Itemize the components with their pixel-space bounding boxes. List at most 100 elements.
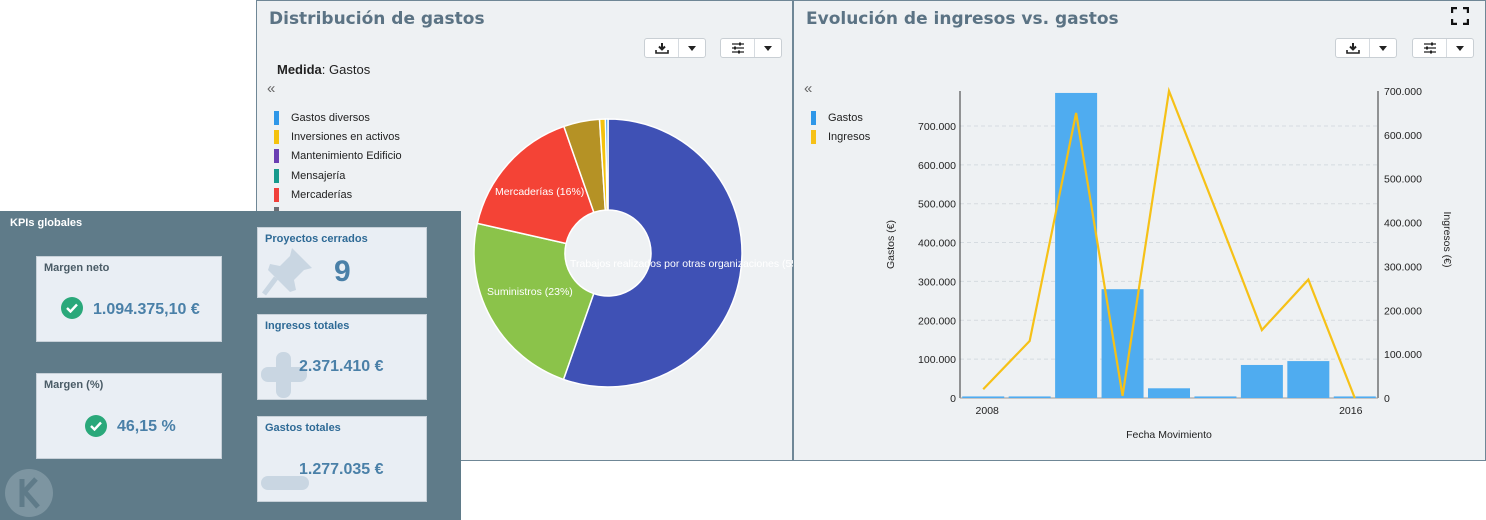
pie-slice-label: Suministros (23%) bbox=[487, 286, 573, 298]
measure-indicator: Medida: Gastos bbox=[277, 62, 370, 77]
line-ingresos[interactable] bbox=[982, 86, 1356, 399]
legend-label: Mantenimiento Edificio bbox=[291, 150, 402, 163]
pie-legend-item[interactable]: Mantenimiento Edificio bbox=[274, 147, 402, 166]
margen-pct-label: Margen (%) bbox=[44, 379, 104, 391]
ingresos-label: Ingresos totales bbox=[265, 320, 350, 332]
gastos-card: Gastos totales 1.277.035 € bbox=[257, 416, 427, 502]
legend-swatch bbox=[274, 129, 279, 144]
combo-legend-item[interactable]: Gastos bbox=[811, 108, 870, 127]
combo-settings-dropdown-icon[interactable] bbox=[1447, 39, 1473, 57]
bar-gastos[interactable] bbox=[1055, 92, 1098, 398]
pie-labels: Trabajos realizados por otras organizaci… bbox=[487, 186, 794, 298]
y-axis-title: Gastos (€) bbox=[885, 220, 897, 269]
fullscreen-icon[interactable] bbox=[1451, 7, 1469, 25]
pie-slice[interactable] bbox=[562, 118, 743, 388]
legend-label: Inversiones en activos bbox=[291, 130, 400, 143]
bar-gastos[interactable] bbox=[1287, 361, 1330, 398]
y2-axis-title: Ingresos (€) bbox=[1441, 211, 1453, 267]
y2-tick-label: 100.000 bbox=[1384, 349, 1422, 361]
measure-value: : Gastos bbox=[321, 62, 371, 77]
combo-settings-button[interactable] bbox=[1412, 38, 1474, 58]
pin-icon bbox=[262, 248, 312, 296]
download-icon bbox=[645, 39, 679, 57]
margen-neto-label: Margen neto bbox=[44, 262, 110, 274]
y2-tick-label: 500.000 bbox=[1384, 174, 1422, 186]
settings-dropdown-icon[interactable] bbox=[755, 39, 781, 57]
legend-swatch bbox=[274, 168, 279, 183]
proyectos-value: 9 bbox=[334, 255, 351, 288]
legend-swatch bbox=[274, 187, 279, 202]
y-tick-label: 700.000 bbox=[918, 121, 956, 133]
pie-slice[interactable] bbox=[604, 118, 609, 211]
bar-gastos[interactable] bbox=[1194, 396, 1237, 398]
combo-download-button[interactable] bbox=[1335, 38, 1397, 58]
bar-gastos[interactable] bbox=[962, 396, 1005, 398]
y-tick-label: 400.000 bbox=[918, 238, 956, 250]
download-button[interactable] bbox=[644, 38, 706, 58]
combo-panel-title: Evolución de ingresos vs. gastos bbox=[806, 9, 1119, 29]
pie-slice[interactable] bbox=[562, 118, 607, 214]
margen-pct-value: 46,15 % bbox=[117, 418, 176, 435]
settings-button[interactable] bbox=[720, 38, 782, 58]
pie-slice-label: Trabajos realizados por otras organizaci… bbox=[570, 258, 794, 270]
bar-gastos[interactable] bbox=[1008, 396, 1051, 398]
y-tick-label: 100.000 bbox=[918, 354, 956, 366]
x-tick-label: 2016 bbox=[1339, 405, 1363, 417]
legend-swatch bbox=[811, 129, 816, 144]
kpi-panel: KPIs globales Margen neto 1.094.375,10 €… bbox=[0, 211, 461, 520]
collapse-legend-icon[interactable]: « bbox=[804, 80, 813, 97]
y2-tick-label: 400.000 bbox=[1384, 218, 1422, 230]
sliders-icon bbox=[1413, 39, 1447, 57]
y2-tick-label: 200.000 bbox=[1384, 305, 1422, 317]
proyectos-label: Proyectos cerrados bbox=[265, 233, 368, 245]
combo-legend-item[interactable]: Ingresos bbox=[811, 127, 870, 146]
ingresos-value: 2.371.410 € bbox=[299, 358, 384, 375]
ingresos-card: Ingresos totales 2.371.410 € bbox=[257, 314, 427, 400]
y-tick-label: 500.000 bbox=[918, 199, 956, 211]
pie-panel-title: Distribución de gastos bbox=[269, 9, 485, 29]
sliders-icon bbox=[721, 39, 755, 57]
combo-chart-panel: Evolución de ingresos vs. gastos « Gasto… bbox=[793, 0, 1486, 461]
y-tick-label: 200.000 bbox=[918, 315, 956, 327]
combo-legend: Gastos Ingresos bbox=[811, 108, 870, 147]
pie-slice[interactable] bbox=[473, 222, 595, 381]
download-icon bbox=[1336, 39, 1370, 57]
legend-label: Gastos bbox=[828, 111, 863, 124]
collapse-legend-icon[interactable]: « bbox=[267, 80, 276, 97]
legend-label: Mensajería bbox=[291, 169, 346, 182]
minus-icon bbox=[261, 476, 309, 490]
margen-pct-card: Margen (%) 46,15 % bbox=[36, 373, 222, 459]
y-tick-label: 0 bbox=[950, 393, 956, 405]
measure-label: Medida bbox=[277, 62, 322, 77]
gastos-value: 1.277.035 € bbox=[299, 461, 384, 478]
legend-swatch bbox=[274, 149, 279, 164]
brand-logo bbox=[5, 469, 53, 517]
combo-download-dropdown-icon[interactable] bbox=[1370, 39, 1396, 57]
pie-slice-label: Mercaderías (16%) bbox=[495, 186, 584, 198]
y-tick-label: 300.000 bbox=[918, 276, 956, 288]
legend-swatch bbox=[274, 110, 279, 125]
pie-legend: Gastos diversos Inversiones en activos Man… bbox=[274, 108, 402, 224]
y2-tick-label: 300.000 bbox=[1384, 261, 1422, 273]
kpi-title: KPIs globales bbox=[10, 217, 83, 229]
y2-tick-label: 600.000 bbox=[1384, 130, 1422, 142]
pie-slice[interactable] bbox=[476, 125, 595, 245]
x-axis-title: Fecha Movimiento bbox=[1126, 429, 1212, 441]
y-tick-label: 600.000 bbox=[918, 160, 956, 172]
pie-slice[interactable] bbox=[598, 118, 608, 211]
gastos-label: Gastos totales bbox=[265, 422, 341, 434]
pie-legend-item[interactable]: Gastos diversos bbox=[274, 108, 402, 127]
download-dropdown-icon[interactable] bbox=[679, 39, 705, 57]
pie-legend-item[interactable]: Inversiones en activos bbox=[274, 127, 402, 146]
pie-legend-item[interactable]: Mensajería bbox=[274, 166, 402, 185]
combo-chart: 0 100.000 200.000 300.000 400.000 500.000 600.… bbox=[885, 86, 1453, 441]
plus-icon bbox=[261, 352, 307, 398]
pie-legend-item[interactable]: Mercaderías bbox=[274, 185, 402, 204]
check-icon bbox=[85, 415, 107, 437]
bar-gastos[interactable] bbox=[1148, 388, 1190, 398]
y2-tick-label: 0 bbox=[1384, 393, 1390, 405]
margen-neto-value: 1.094.375,10 € bbox=[93, 301, 200, 318]
legend-label: Ingresos bbox=[828, 130, 871, 143]
legend-swatch bbox=[811, 110, 816, 125]
bar-gastos[interactable] bbox=[1240, 364, 1283, 398]
